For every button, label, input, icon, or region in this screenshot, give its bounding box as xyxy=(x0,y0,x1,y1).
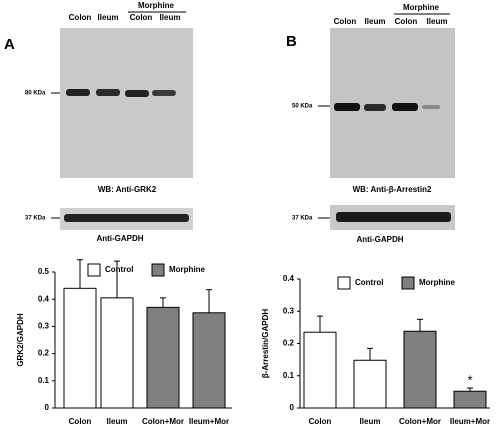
legend-swatch xyxy=(87,263,101,277)
lane-label: Ileum xyxy=(98,13,119,22)
y-tick-label: 0.2 xyxy=(38,349,50,358)
legend-label: Control xyxy=(105,265,133,274)
lane-label: Colon xyxy=(334,17,357,26)
y-tick-label: 0.4 xyxy=(38,294,50,303)
band xyxy=(66,89,90,96)
y-tick-label: 0 xyxy=(45,403,50,412)
blot-label: WB: Anti-GRK2 xyxy=(98,185,157,194)
bar xyxy=(63,287,97,409)
y-tick-label: 0.1 xyxy=(283,371,295,380)
marker-label: 50 KDa xyxy=(292,104,313,110)
x-tick-label: Colon+Mor xyxy=(142,417,184,426)
marker-label: 37 KDa xyxy=(292,216,313,222)
lane-label: Ileum xyxy=(160,13,181,22)
legend-swatch xyxy=(401,276,415,290)
bar xyxy=(403,330,437,409)
x-tick-label: Colon xyxy=(309,417,332,426)
group-label: Morphine xyxy=(138,1,175,10)
x-tick-label: Ileum+Mor xyxy=(450,417,490,426)
blot xyxy=(60,28,193,178)
band xyxy=(96,89,120,96)
x-tick-label: Ileum+Mor xyxy=(189,417,229,426)
group-label: Morphine xyxy=(403,3,440,12)
band xyxy=(64,214,189,222)
bar xyxy=(353,359,387,409)
y-tick-label: 0 xyxy=(290,403,295,412)
y-tick-label: 0.3 xyxy=(283,306,295,315)
legend-label: Morphine xyxy=(169,265,206,274)
annotation: * xyxy=(467,372,472,387)
bar xyxy=(100,297,134,409)
panel-label: A xyxy=(4,36,15,53)
band xyxy=(364,104,386,111)
bar xyxy=(303,331,337,409)
y-axis-label: GRK2/GAPDH xyxy=(16,313,25,367)
x-tick-label: Ileum xyxy=(107,417,128,426)
x-tick-label: Colon+Mor xyxy=(399,417,441,426)
band xyxy=(125,90,149,97)
band xyxy=(336,212,451,222)
y-tick-label: 0.4 xyxy=(283,274,295,283)
lane-label: Colon xyxy=(395,17,418,26)
x-tick-label: Colon xyxy=(69,417,92,426)
blot-label: Anti-GAPDH xyxy=(356,235,403,244)
marker-label: 37 KDa xyxy=(25,216,46,222)
lane-label: Colon xyxy=(69,13,92,22)
lane-label: Ileum xyxy=(365,17,386,26)
legend-swatch xyxy=(337,276,351,290)
y-tick-label: 0.3 xyxy=(38,322,50,331)
band xyxy=(392,103,418,111)
bar xyxy=(146,306,180,409)
y-axis-label: β-Arrestin/GAPDH xyxy=(261,309,270,379)
x-tick-label: Ileum xyxy=(360,417,381,426)
band xyxy=(334,103,360,111)
legend-label: Control xyxy=(355,278,383,287)
lane-label: Ileum xyxy=(427,17,448,26)
y-tick-label: 0.1 xyxy=(38,376,50,385)
legend-label: Morphine xyxy=(419,278,456,287)
y-tick-label: 0.2 xyxy=(283,339,295,348)
y-tick-label: 0.5 xyxy=(38,267,50,276)
panel-label: B xyxy=(286,33,297,50)
bar xyxy=(453,390,487,409)
blot-label: WB: Anti-β-Arrestin2 xyxy=(353,185,432,194)
band xyxy=(152,90,176,96)
band xyxy=(422,105,440,109)
bar xyxy=(192,312,226,409)
legend-swatch xyxy=(151,263,165,277)
lane-label: Colon xyxy=(130,13,153,22)
marker-label: 80 KDa xyxy=(25,91,46,97)
blot-label: Anti-GAPDH xyxy=(96,234,143,243)
